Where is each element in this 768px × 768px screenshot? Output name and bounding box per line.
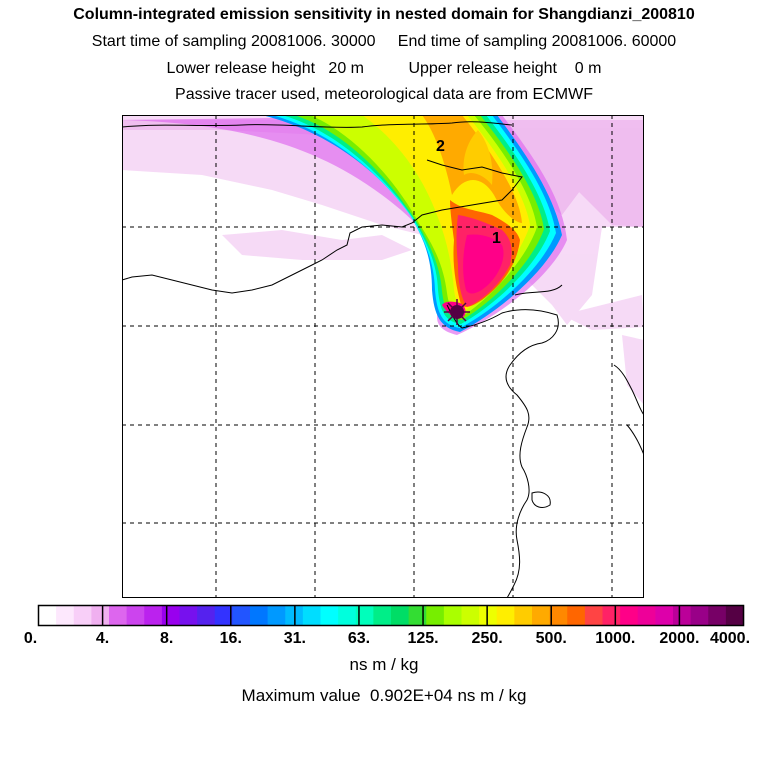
color-scale-cells — [38, 605, 745, 626]
color-scale-tick-label: 4000. — [709, 630, 751, 647]
color-scale-cell — [602, 605, 621, 626]
color-scale-cell — [161, 605, 181, 626]
color-scale-cell — [338, 605, 357, 626]
chart-title: Column-integrated emission sensitivity i… — [73, 6, 695, 23]
color-scale-cell — [267, 605, 286, 626]
color-scale-tick-label: 31. — [283, 630, 306, 647]
color-scale-tick-label: 4. — [95, 630, 110, 647]
tracer-note: Passive tracer used, meteorological data… — [175, 86, 593, 103]
color-scale-cell — [708, 605, 727, 626]
color-scale-cell — [725, 605, 745, 626]
color-scale-cell — [637, 605, 656, 626]
star-icon — [444, 299, 470, 325]
color-scale-tick-label: 16. — [219, 630, 242, 647]
color-scale-cell — [461, 605, 480, 626]
color-scale-cell — [355, 605, 374, 626]
color-scale-ticks — [101, 605, 681, 626]
color-scale-cell — [56, 605, 75, 626]
color-scale-cell — [179, 605, 198, 626]
upper-height-label: Upper release height 0 m — [408, 60, 602, 77]
color-scale-cell — [197, 605, 216, 626]
end-time-label: End time of sampling 20081006. 60000 — [397, 33, 677, 50]
color-scale-cell — [567, 605, 586, 626]
color-scale-tick-label: 500. — [535, 630, 567, 647]
color-scale-tick-label: 8. — [160, 630, 174, 647]
color-scale-cell — [144, 605, 163, 626]
color-scale-tick-label: 250. — [471, 630, 503, 647]
color-scale-cell — [673, 605, 692, 626]
color-scale-tick-label: 1000. — [595, 630, 636, 647]
color-scale-cell — [514, 605, 533, 626]
color-scale-cell — [91, 605, 110, 626]
release-height-line: Lower release height 20 m Upper release … — [0, 60, 768, 78]
maximum-value-label: Maximum value 0.902E+04 ns m / kg — [241, 686, 527, 705]
color-scale-tick-label: 0. — [23, 630, 38, 647]
units-label: ns m / kg — [349, 655, 419, 674]
color-scale-cell — [126, 605, 145, 626]
color-scale-cell — [250, 605, 269, 626]
color-scale-cell — [302, 605, 322, 626]
color-scale-cell — [38, 605, 57, 626]
cluster-label-2: 2 — [436, 138, 445, 155]
lat-lon-grid — [122, 115, 644, 598]
sensitivity-field — [122, 115, 644, 405]
map-frame — [122, 115, 644, 598]
color-scale-bar — [37, 604, 745, 627]
color-scale-tick-label: 63. — [347, 630, 371, 647]
color-scale-cell — [391, 605, 410, 626]
color-scale-tick-label: 2000. — [659, 630, 700, 647]
start-time-label: Start time of sampling 20081006. 30000 — [91, 33, 376, 50]
color-scale-cell — [479, 605, 498, 626]
color-scale-cell — [655, 605, 674, 626]
color-scale-cell — [584, 605, 604, 626]
color-scale-tick-label: 125. — [407, 630, 439, 647]
color-scale-cell — [426, 605, 445, 626]
color-scale-cell — [232, 605, 251, 626]
color-scale-cell — [109, 605, 128, 626]
cluster-label-1: 1 — [492, 230, 501, 247]
color-scale-cell — [408, 605, 427, 626]
color-scale-cell — [443, 605, 463, 626]
lower-height-label: Lower release height 20 m — [166, 60, 364, 77]
color-scale-cell — [320, 605, 339, 626]
sampling-time-line: Start time of sampling 20081006. 30000 E… — [0, 33, 768, 51]
color-scale-cell — [373, 605, 392, 626]
color-scale-cell — [496, 605, 515, 626]
color-scale-cell — [549, 605, 568, 626]
color-scale-cell — [532, 605, 551, 626]
color-scale-cell — [214, 605, 233, 626]
sensitivity-map: 1 2 — [122, 115, 644, 598]
color-scale-cell — [73, 605, 92, 626]
color-scale-cell — [690, 605, 709, 626]
color-scale-cell — [620, 605, 639, 626]
coastline — [122, 121, 644, 598]
